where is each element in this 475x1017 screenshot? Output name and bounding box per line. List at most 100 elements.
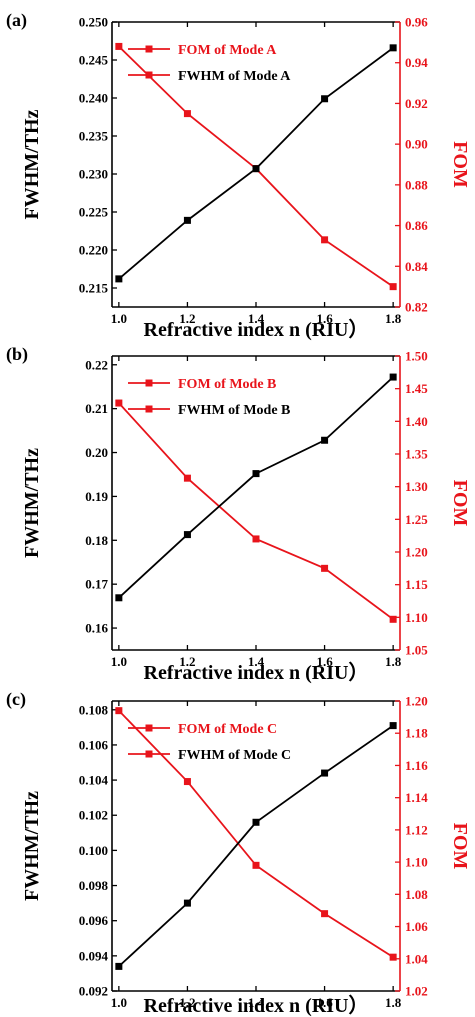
- panel-label: (a): [6, 10, 27, 31]
- right-tick-label: 1.50: [405, 349, 428, 364]
- right-tick-label: 0.82: [405, 300, 428, 315]
- right-tick-label: 1.18: [405, 726, 428, 741]
- data-point-fom: [389, 953, 397, 961]
- data-point-fwhm: [252, 165, 260, 173]
- left-tick-label: 0.225: [79, 205, 109, 220]
- data-point-fom: [252, 861, 260, 869]
- right-tick-label: 1.10: [405, 610, 428, 625]
- x-axis-title: Refractive index n (RIU）: [144, 994, 369, 1017]
- right-tick-label: 0.92: [405, 96, 428, 111]
- right-tick-label: 1.04: [405, 951, 428, 966]
- data-point-fom: [389, 283, 397, 291]
- data-point-fwhm: [252, 470, 260, 478]
- left-tick-label: 0.106: [79, 737, 109, 752]
- legend-swatch-marker: [145, 405, 153, 413]
- x-tick-label: 1.8: [385, 311, 402, 326]
- data-point-fom: [321, 910, 329, 918]
- left-tick-label: 0.250: [79, 15, 108, 30]
- x-tick-label: 1.0: [111, 654, 127, 669]
- data-point-fwhm: [115, 275, 123, 283]
- right-tick-label: 1.30: [405, 479, 428, 494]
- left-tick-label: 0.100: [79, 843, 108, 858]
- y-axis-title-right: FOM: [449, 141, 471, 188]
- legend-swatch-marker: [145, 379, 153, 387]
- right-tick-label: 1.10: [405, 855, 428, 870]
- series-line-fom: [118, 402, 394, 621]
- data-point-fwhm: [389, 722, 397, 730]
- left-tick-label: 0.245: [79, 53, 109, 68]
- x-tick-label: 1.4: [248, 995, 265, 1010]
- x-tick-label: 1.6: [316, 995, 333, 1010]
- right-tick-label: 1.14: [405, 790, 428, 805]
- x-tick-label: 1.0: [111, 311, 127, 326]
- left-tick-label: 0.220: [79, 243, 108, 258]
- legend-swatch-marker: [145, 45, 153, 53]
- data-point-fwhm: [115, 962, 123, 970]
- right-tick-label: 1.45: [405, 381, 428, 396]
- right-tick-label: 1.15: [405, 577, 428, 592]
- left-tick-label: 0.240: [79, 91, 108, 106]
- left-tick-label: 0.215: [79, 281, 109, 296]
- right-tick-label: 1.25: [405, 512, 428, 527]
- data-point-fom: [115, 707, 123, 715]
- legend-label: FOM of Mode B: [178, 377, 276, 392]
- right-tick-label: 1.40: [405, 414, 428, 429]
- panel-label: (b): [6, 344, 28, 365]
- chart-panel-a: 1.0 1.2 1.4 1.6 1.8 0.215 0.220 0.225 0.230 0.235…: [6, 10, 471, 341]
- left-tick-label: 0.102: [79, 808, 108, 823]
- x-tick-label: 1.8: [385, 654, 402, 669]
- y-axis-title-right: FOM: [449, 480, 471, 527]
- right-tick-label: 1.16: [405, 758, 428, 773]
- y-axis-title-right: FOM: [449, 823, 471, 870]
- right-tick-label: 0.94: [405, 55, 428, 70]
- right-tick-label: 1.02: [405, 984, 428, 999]
- right-tick-label: 1.08: [405, 887, 428, 902]
- data-point-fom: [115, 42, 123, 50]
- data-point-fom: [115, 399, 123, 407]
- left-tick-label: 0.092: [79, 984, 108, 999]
- right-tick-label: 1.35: [405, 447, 428, 462]
- left-tick-label: 0.094: [79, 948, 109, 963]
- right-tick-label: 1.12: [405, 822, 428, 837]
- right-tick-label: 0.84: [405, 259, 428, 274]
- right-tick-label: 1.06: [405, 919, 428, 934]
- x-tick-label: 1.6: [316, 311, 333, 326]
- legend-label: FWHM of Mode C: [178, 748, 291, 763]
- x-tick-label: 1.0: [111, 995, 127, 1010]
- left-tick-label: 0.19: [85, 489, 108, 504]
- legend-label: FOM of Mode A: [178, 43, 277, 58]
- x-tick-label: 1.4: [248, 311, 265, 326]
- data-point-fom: [183, 474, 191, 482]
- x-axis-title: Refractive index n (RIU）: [144, 661, 369, 684]
- data-point-fwhm: [389, 373, 397, 381]
- left-tick-label: 0.21: [85, 401, 108, 416]
- left-tick-label: 0.230: [79, 167, 108, 182]
- data-point-fwhm: [252, 818, 260, 826]
- legend-swatch-marker: [145, 724, 153, 732]
- legend-label: FOM of Mode C: [178, 722, 277, 737]
- data-point-fwhm: [115, 594, 123, 602]
- data-point-fom: [252, 535, 260, 543]
- data-point-fwhm: [321, 436, 329, 444]
- data-point-fom: [183, 778, 191, 786]
- data-point-fwhm: [389, 44, 397, 52]
- chart-panel-c: 1.0 1.2 1.4 1.6 1.8 0.092 0.094 0.096 0.098 0.100…: [6, 689, 471, 1017]
- data-point-fom: [321, 564, 329, 572]
- left-tick-label: 0.104: [79, 773, 109, 788]
- left-tick-label: 0.22: [85, 357, 108, 372]
- right-tick-label: 1.05: [405, 643, 428, 658]
- chart-panel-b: 1.0 1.2 1.4 1.6 1.8 0.16 0.17 0.18 0.19 0.20 0.21 0…: [6, 344, 471, 684]
- left-tick-label: 0.096: [79, 913, 109, 928]
- data-point-fwhm: [183, 531, 191, 539]
- data-point-fwhm: [321, 769, 329, 777]
- legend-label: FWHM of Mode B: [178, 403, 290, 418]
- right-tick-label: 0.88: [405, 177, 428, 192]
- y-axis-title-left: FWHM/THz: [21, 109, 43, 219]
- x-tick-label: 1.4: [248, 654, 265, 669]
- x-tick-label: 1.2: [179, 654, 195, 669]
- x-axis-title: Refractive index n (RIU）: [144, 318, 369, 341]
- y-axis-title-left: FWHM/THz: [21, 448, 43, 558]
- left-tick-label: 0.18: [85, 533, 108, 548]
- data-point-fwhm: [321, 95, 329, 103]
